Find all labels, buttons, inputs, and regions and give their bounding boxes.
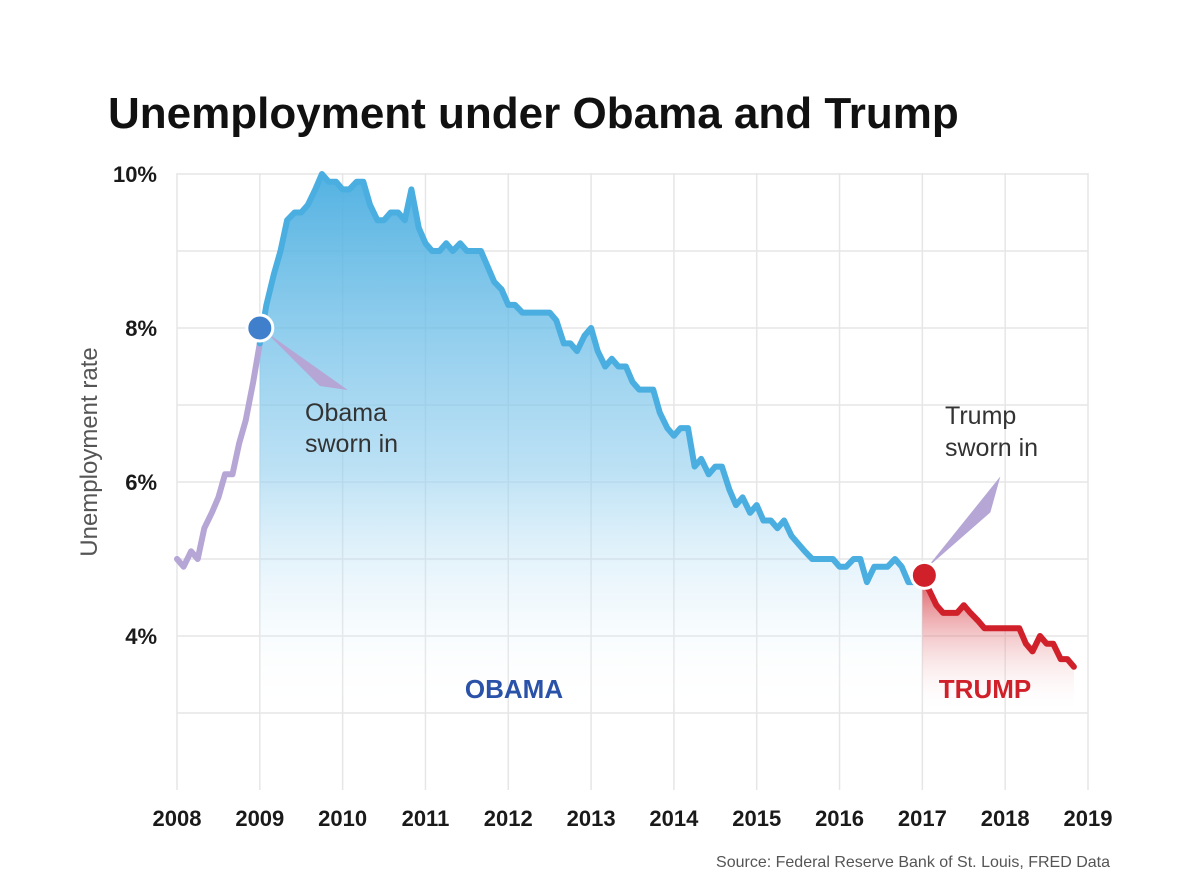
- x-tick-2012: 2012: [484, 806, 533, 831]
- series-line-pre: [174, 340, 263, 570]
- x-tick-2019: 2019: [1064, 806, 1113, 831]
- source-note: Source: Federal Reserve Bank of St. Loui…: [716, 854, 1110, 871]
- annotation-trump-sworn-in: Trump sworn in: [945, 402, 1038, 462]
- marker-trump-sworn-in: [909, 560, 939, 590]
- chart-title: Unemployment under Obama and Trump: [108, 89, 959, 138]
- x-tick-2009: 2009: [235, 806, 284, 831]
- x-tick-2015: 2015: [732, 806, 781, 831]
- y-axis-ticks: 4% 6% 8% 10%: [113, 162, 157, 649]
- x-axis-ticks: 2008 2009 2010 2011 2012 2013 2014 2015 2016 2017…: [153, 806, 1113, 831]
- annotation-obama-line-1: Obama: [305, 399, 387, 427]
- annotation-obama-sworn-in: Obama sworn in: [305, 399, 398, 458]
- era-label-trump: TRUMP: [939, 674, 1031, 704]
- annotation-pointers: [265, 332, 1001, 569]
- series-line-trump: [919, 579, 1077, 670]
- area-fills: [259, 174, 1074, 713]
- annotation-trump-line-1: Trump: [945, 402, 1016, 430]
- pointer-obama: [265, 332, 348, 390]
- marker-obama-sworn-in: [245, 313, 275, 343]
- x-tick-2017: 2017: [898, 806, 947, 831]
- y-tick-8: 8%: [125, 316, 157, 341]
- x-tick-2013: 2013: [567, 806, 616, 831]
- y-tick-4: 4%: [125, 624, 157, 649]
- series-lines: [174, 171, 1077, 670]
- annotation-trump-line-2: sworn in: [945, 434, 1038, 462]
- x-tick-2014: 2014: [649, 806, 699, 831]
- area-obama: [259, 174, 923, 713]
- x-tick-2018: 2018: [981, 806, 1030, 831]
- y-tick-6: 6%: [125, 470, 157, 495]
- series-line-obama: [256, 171, 919, 586]
- x-tick-2016: 2016: [815, 806, 864, 831]
- x-tick-2008: 2008: [153, 806, 202, 831]
- annotation-obama-line-2: sworn in: [305, 430, 398, 458]
- pointer-trump: [926, 476, 1001, 569]
- y-axis-label: Unemployment rate: [76, 347, 103, 556]
- era-label-obama: OBAMA: [465, 674, 563, 704]
- y-tick-10: 10%: [113, 162, 157, 187]
- x-tick-2010: 2010: [318, 806, 367, 831]
- x-tick-2011: 2011: [402, 806, 450, 831]
- annotation-markers: [245, 313, 939, 590]
- area-trump: [922, 582, 1074, 713]
